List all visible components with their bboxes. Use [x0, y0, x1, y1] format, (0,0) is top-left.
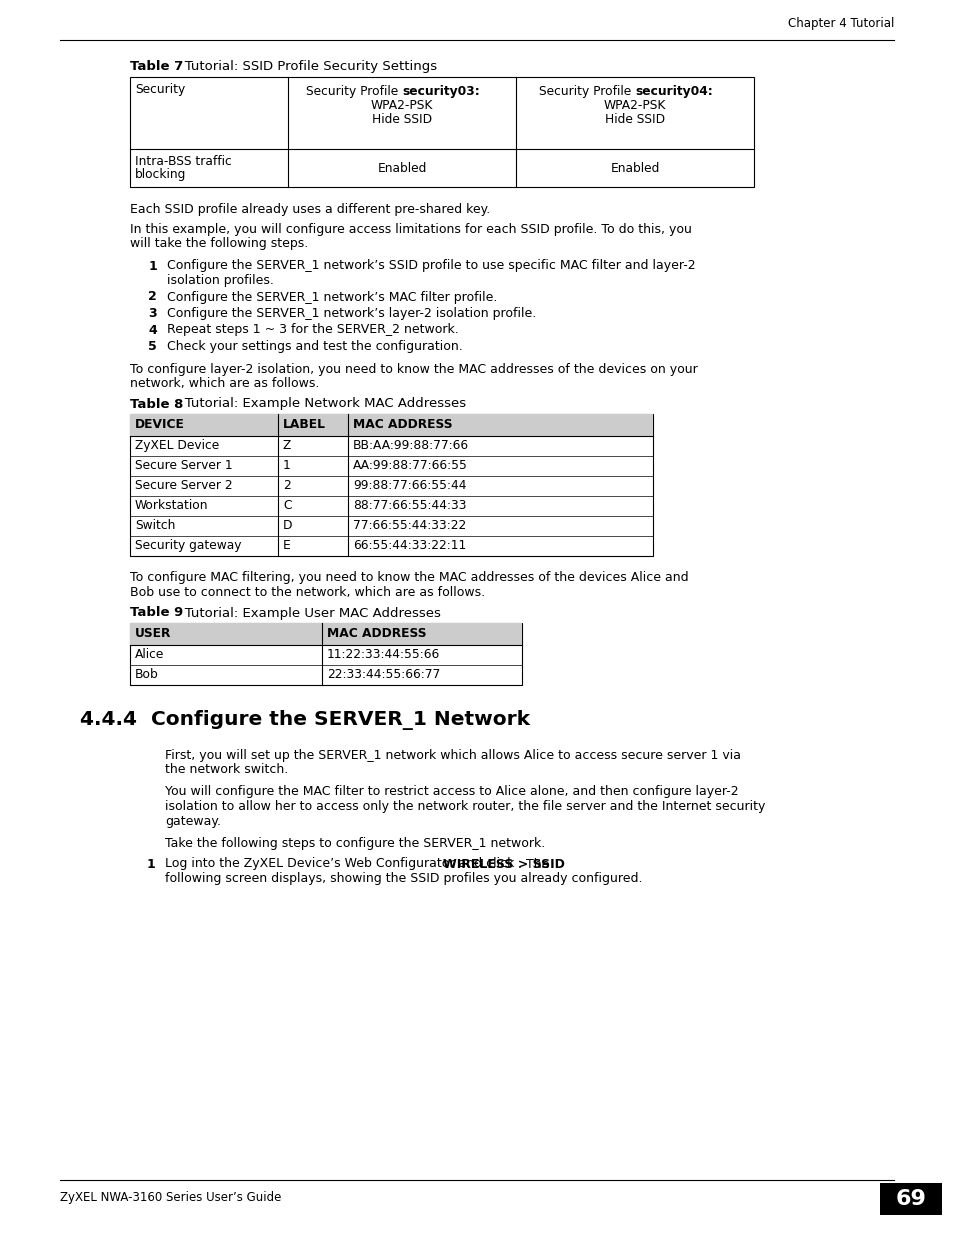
Text: Check your settings and test the configuration.: Check your settings and test the configu…: [167, 340, 462, 353]
Text: Tutorial: SSID Profile Security Settings: Tutorial: SSID Profile Security Settings: [172, 61, 436, 73]
Text: AA:99:88:77:66:55: AA:99:88:77:66:55: [353, 459, 467, 472]
Text: 5: 5: [148, 340, 157, 353]
Text: 88:77:66:55:44:33: 88:77:66:55:44:33: [353, 499, 466, 513]
Text: Configure the SERVER_1 network’s SSID profile to use specific MAC filter and lay: Configure the SERVER_1 network’s SSID pr…: [167, 259, 695, 273]
Text: Hide SSID: Hide SSID: [604, 112, 664, 126]
Text: Workstation: Workstation: [135, 499, 209, 513]
Text: 2: 2: [283, 479, 291, 492]
Text: following screen displays, showing the SSID profiles you already configured.: following screen displays, showing the S…: [165, 872, 641, 885]
Text: D: D: [283, 519, 293, 532]
Text: Tutorial: Example User MAC Addresses: Tutorial: Example User MAC Addresses: [172, 606, 440, 620]
Text: 1: 1: [283, 459, 291, 472]
Text: Security Profile: Security Profile: [306, 85, 401, 98]
Text: Intra-BSS traffic: Intra-BSS traffic: [135, 156, 232, 168]
Text: 2: 2: [148, 290, 157, 304]
Text: Tutorial: Example Network MAC Addresses: Tutorial: Example Network MAC Addresses: [172, 398, 466, 410]
Text: gateway.: gateway.: [165, 815, 221, 827]
Text: 66:55:44:33:22:11: 66:55:44:33:22:11: [353, 538, 466, 552]
Text: Alice: Alice: [135, 648, 164, 661]
Text: MAC ADDRESS: MAC ADDRESS: [327, 627, 426, 640]
Text: C: C: [283, 499, 292, 513]
Bar: [130, 77, 753, 186]
Text: Enabled: Enabled: [377, 162, 426, 174]
Text: 11:22:33:44:55:66: 11:22:33:44:55:66: [327, 648, 439, 661]
Bar: [130, 414, 652, 556]
Text: 3: 3: [149, 308, 157, 320]
Text: Each SSID profile already uses a different pre-shared key.: Each SSID profile already uses a differe…: [130, 203, 490, 216]
Text: You will configure the MAC filter to restrict access to Alice alone, and then co: You will configure the MAC filter to res…: [165, 785, 738, 799]
Text: blocking: blocking: [135, 168, 186, 182]
Text: 4: 4: [148, 324, 157, 336]
Text: Bob use to connect to the network, which are as follows.: Bob use to connect to the network, which…: [130, 585, 485, 599]
Text: 1: 1: [148, 259, 157, 273]
Text: security04:: security04:: [635, 85, 712, 98]
Text: 22:33:44:55:66:77: 22:33:44:55:66:77: [327, 668, 439, 680]
Text: Configure the SERVER_1 network’s MAC filter profile.: Configure the SERVER_1 network’s MAC fil…: [167, 290, 497, 304]
Text: . The: . The: [518, 857, 549, 871]
Text: LABEL: LABEL: [283, 417, 326, 431]
Text: Switch: Switch: [135, 519, 175, 532]
Text: Z: Z: [283, 438, 291, 452]
Text: Table 9: Table 9: [130, 606, 183, 620]
Bar: [130, 414, 652, 436]
Text: Secure Server 1: Secure Server 1: [135, 459, 233, 472]
Text: Table 7: Table 7: [130, 61, 183, 73]
Text: Enabled: Enabled: [610, 162, 659, 174]
Text: USER: USER: [135, 627, 172, 640]
Bar: [879, 1183, 941, 1215]
Text: ZyXEL NWA-3160 Series User’s Guide: ZyXEL NWA-3160 Series User’s Guide: [60, 1191, 281, 1204]
Text: Security gateway: Security gateway: [135, 538, 241, 552]
Text: ZyXEL Device: ZyXEL Device: [135, 438, 219, 452]
Text: Secure Server 2: Secure Server 2: [135, 479, 233, 492]
Text: In this example, you will configure access limitations for each SSID profile. To: In this example, you will configure acce…: [130, 222, 691, 236]
Text: Log into the ZyXEL Device’s Web Configurator and click: Log into the ZyXEL Device’s Web Configur…: [165, 857, 517, 871]
Bar: [130, 622, 521, 684]
Text: Hide SSID: Hide SSID: [372, 112, 432, 126]
Text: Security: Security: [135, 83, 185, 96]
Text: WIRELESS > SSID: WIRELESS > SSID: [442, 857, 564, 871]
Text: E: E: [283, 538, 291, 552]
Text: MAC ADDRESS: MAC ADDRESS: [353, 417, 452, 431]
Text: 1: 1: [146, 857, 154, 871]
Text: Take the following steps to configure the SERVER_1 network.: Take the following steps to configure th…: [165, 837, 545, 850]
Bar: [130, 622, 521, 645]
Text: Repeat steps 1 ~ 3 for the SERVER_2 network.: Repeat steps 1 ~ 3 for the SERVER_2 netw…: [167, 324, 458, 336]
Text: To configure layer-2 isolation, you need to know the MAC addresses of the device: To configure layer-2 isolation, you need…: [130, 363, 697, 375]
Text: will take the following steps.: will take the following steps.: [130, 237, 308, 249]
Bar: [130, 622, 521, 645]
Text: Security Profile: Security Profile: [538, 85, 635, 98]
Text: To configure MAC filtering, you need to know the MAC addresses of the devices Al: To configure MAC filtering, you need to …: [130, 572, 688, 584]
Text: First, you will set up the SERVER_1 network which allows Alice to access secure : First, you will set up the SERVER_1 netw…: [165, 748, 740, 762]
Text: Configure the SERVER_1 network’s layer-2 isolation profile.: Configure the SERVER_1 network’s layer-2…: [167, 308, 536, 320]
Text: WPA2-PSK: WPA2-PSK: [603, 99, 665, 112]
Bar: [130, 414, 652, 436]
Text: isolation profiles.: isolation profiles.: [167, 274, 274, 287]
Text: WPA2-PSK: WPA2-PSK: [371, 99, 433, 112]
Text: Table 8: Table 8: [130, 398, 183, 410]
Text: isolation to allow her to access only the network router, the file server and th: isolation to allow her to access only th…: [165, 800, 764, 813]
Text: network, which are as follows.: network, which are as follows.: [130, 377, 319, 390]
Text: the network switch.: the network switch.: [165, 763, 288, 776]
Text: 4.4.4  Configure the SERVER_1 Network: 4.4.4 Configure the SERVER_1 Network: [80, 710, 530, 730]
Text: DEVICE: DEVICE: [135, 417, 185, 431]
Text: BB:AA:99:88:77:66: BB:AA:99:88:77:66: [353, 438, 469, 452]
Text: Bob: Bob: [135, 668, 158, 680]
Text: 69: 69: [895, 1189, 925, 1209]
Text: security03:: security03:: [401, 85, 479, 98]
Text: Chapter 4 Tutorial: Chapter 4 Tutorial: [787, 17, 893, 30]
Text: 77:66:55:44:33:22: 77:66:55:44:33:22: [353, 519, 466, 532]
Text: 99:88:77:66:55:44: 99:88:77:66:55:44: [353, 479, 466, 492]
